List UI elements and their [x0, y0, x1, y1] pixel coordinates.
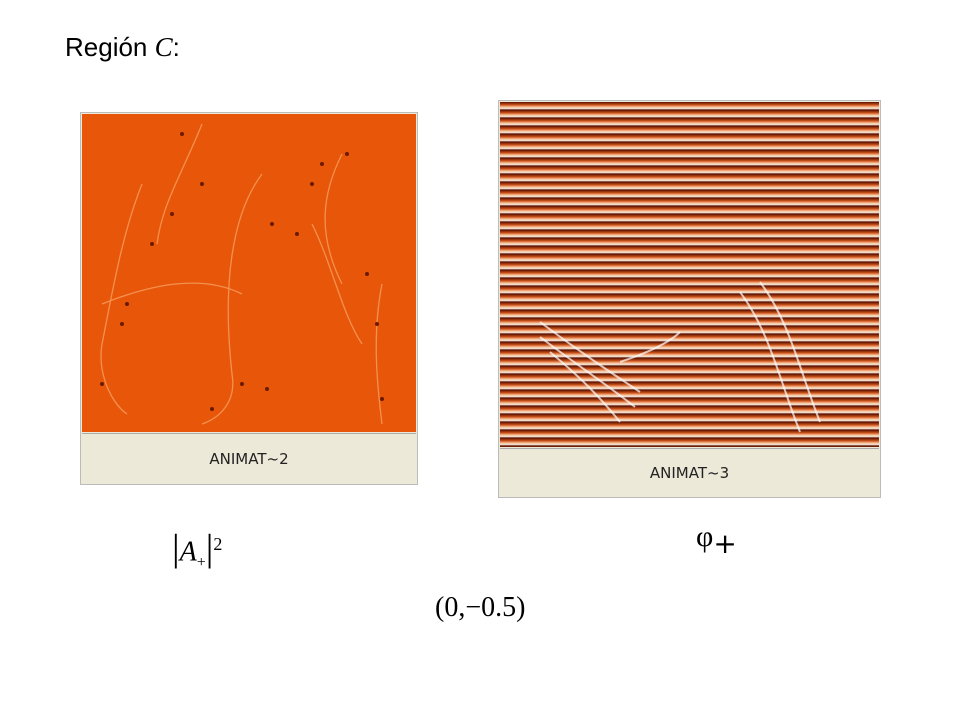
amplitude-label: |A+|2	[172, 527, 223, 571]
subscript: +	[196, 553, 206, 571]
symbol: A	[179, 536, 197, 568]
slide-title: Región C:	[65, 32, 180, 63]
caption-bar: ANIMAT~2	[82, 433, 416, 484]
title-variable: C	[154, 32, 173, 62]
parameters: (0,−0.5)	[435, 592, 526, 623]
title-colon: :	[172, 32, 180, 62]
title-text: Región	[65, 32, 148, 62]
caption-bar: ANIMAT~3	[500, 448, 879, 497]
subscript: +	[713, 527, 737, 560]
amplitude-image	[82, 114, 416, 432]
panel: ANIMAT~2	[80, 112, 418, 485]
phase-image	[500, 102, 879, 447]
symbol: φ	[696, 520, 714, 553]
phase-label: φ+	[696, 515, 737, 566]
exponent: 2	[213, 534, 223, 554]
panel: ANIMAT~3	[498, 100, 881, 498]
